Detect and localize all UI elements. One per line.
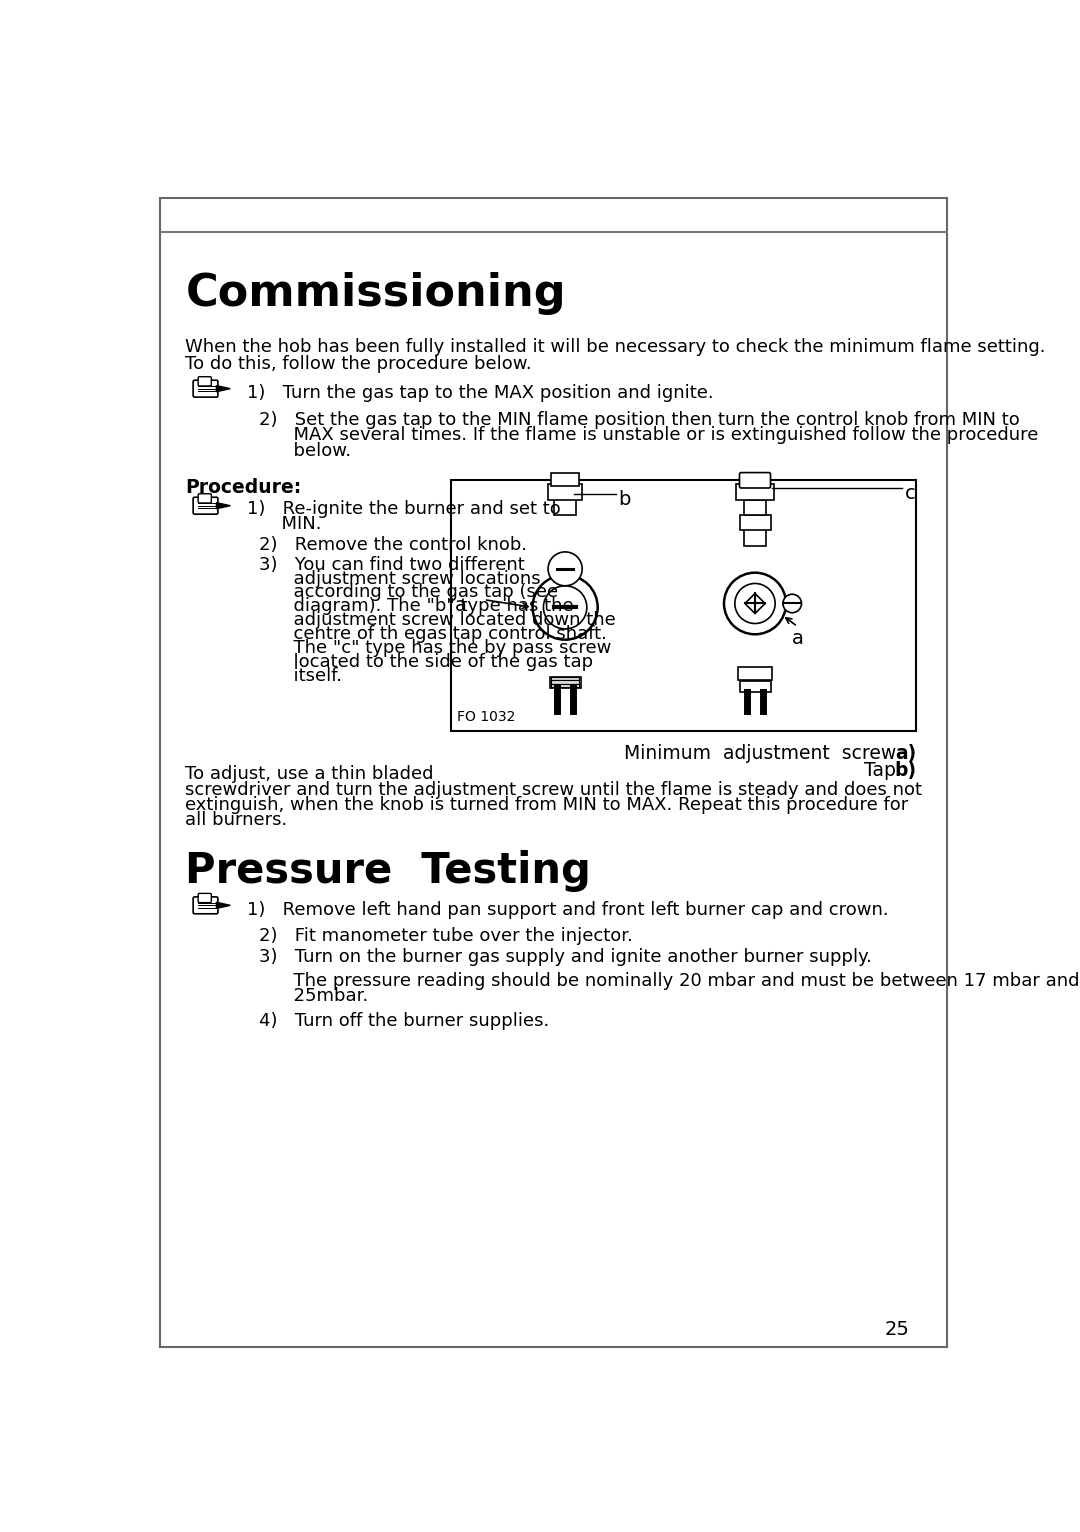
FancyBboxPatch shape bbox=[193, 498, 218, 515]
Text: 1)   Re-ignite the burner and set to: 1) Re-ignite the burner and set to bbox=[247, 501, 562, 518]
Text: adjustment screw located down the: adjustment screw located down the bbox=[259, 611, 616, 630]
Circle shape bbox=[734, 584, 775, 624]
FancyBboxPatch shape bbox=[198, 493, 212, 502]
Text: screwdriver and turn the adjustment screw until the flame is steady and does not: screwdriver and turn the adjustment scre… bbox=[186, 781, 922, 798]
FancyBboxPatch shape bbox=[744, 596, 766, 631]
Text: 2)   Set the gas tap to the MIN flame position then turn the control knob from M: 2) Set the gas tap to the MIN flame posi… bbox=[259, 411, 1020, 429]
FancyBboxPatch shape bbox=[740, 472, 770, 489]
Text: 1)   Turn the gas tap to the MAX position and ignite.: 1) Turn the gas tap to the MAX position … bbox=[247, 385, 714, 401]
Text: To adjust, use a thin bladed: To adjust, use a thin bladed bbox=[186, 764, 434, 783]
Text: FO 1032: FO 1032 bbox=[458, 711, 516, 725]
Text: 1)   Remove left hand pan support and front left burner cap and crown.: 1) Remove left hand pan support and fron… bbox=[247, 901, 889, 919]
Text: The pressure reading should be nominally 20 mbar and must be between 17 mbar and: The pressure reading should be nominally… bbox=[259, 971, 1080, 990]
Text: Commissioning: Commissioning bbox=[186, 273, 566, 316]
FancyBboxPatch shape bbox=[193, 380, 218, 397]
FancyBboxPatch shape bbox=[554, 591, 576, 631]
Text: 25mbar.: 25mbar. bbox=[259, 987, 368, 1005]
Text: a: a bbox=[455, 596, 467, 614]
FancyBboxPatch shape bbox=[198, 377, 212, 386]
FancyBboxPatch shape bbox=[550, 677, 581, 688]
FancyBboxPatch shape bbox=[548, 484, 582, 499]
Text: extinguish, when the knob is turned from MIN to MAX. Repeat this procedure for: extinguish, when the knob is turned from… bbox=[186, 797, 908, 813]
Text: diagram). The "b" type has the: diagram). The "b" type has the bbox=[259, 597, 573, 616]
Polygon shape bbox=[216, 386, 230, 392]
Text: b): b) bbox=[894, 761, 916, 780]
Text: b: b bbox=[618, 490, 631, 509]
Text: MIN.: MIN. bbox=[247, 515, 322, 533]
FancyBboxPatch shape bbox=[554, 476, 576, 515]
FancyBboxPatch shape bbox=[451, 481, 916, 731]
Text: centre of th egas tap control shaft.: centre of th egas tap control shaft. bbox=[259, 625, 607, 643]
Polygon shape bbox=[216, 902, 230, 908]
Text: itself.: itself. bbox=[259, 666, 342, 685]
Text: To do this, follow the procedure below.: To do this, follow the procedure below. bbox=[186, 355, 532, 372]
FancyBboxPatch shape bbox=[551, 685, 579, 688]
FancyBboxPatch shape bbox=[160, 198, 947, 1347]
FancyBboxPatch shape bbox=[198, 893, 212, 902]
Text: 4)   Turn off the burner supplies.: 4) Turn off the burner supplies. bbox=[259, 1011, 550, 1030]
Text: below.: below. bbox=[259, 441, 351, 460]
FancyBboxPatch shape bbox=[738, 666, 772, 680]
Circle shape bbox=[724, 573, 786, 634]
Circle shape bbox=[548, 552, 582, 585]
Text: adjustment screw locations: adjustment screw locations bbox=[259, 570, 541, 588]
FancyBboxPatch shape bbox=[193, 896, 218, 913]
Text: 3)   Turn on the burner gas supply and ignite another burner supply.: 3) Turn on the burner gas supply and ign… bbox=[259, 948, 872, 967]
FancyBboxPatch shape bbox=[740, 515, 770, 530]
Text: Tap: Tap bbox=[852, 761, 896, 780]
FancyBboxPatch shape bbox=[551, 472, 579, 487]
Text: Pressure  Testing: Pressure Testing bbox=[186, 850, 591, 892]
FancyBboxPatch shape bbox=[740, 682, 770, 692]
Text: The "c" type has the by pass screw: The "c" type has the by pass screw bbox=[259, 639, 611, 657]
Circle shape bbox=[783, 594, 801, 613]
FancyBboxPatch shape bbox=[744, 499, 766, 515]
FancyBboxPatch shape bbox=[551, 677, 579, 680]
Text: c: c bbox=[905, 484, 916, 502]
FancyBboxPatch shape bbox=[551, 680, 579, 683]
Text: all burners.: all burners. bbox=[186, 812, 287, 829]
Text: Minimum  adjustment  screw: Minimum adjustment screw bbox=[611, 745, 896, 763]
Text: Procedure:: Procedure: bbox=[186, 478, 301, 496]
FancyBboxPatch shape bbox=[737, 484, 773, 499]
Circle shape bbox=[532, 574, 597, 640]
Polygon shape bbox=[216, 502, 230, 509]
Text: 3)   You can find two different: 3) You can find two different bbox=[259, 556, 525, 574]
Text: MAX several times. If the flame is unstable or is extinguished follow the proced: MAX several times. If the flame is unsta… bbox=[259, 426, 1038, 444]
Text: When the hob has been fully installed it will be necessary to check the minimum : When the hob has been fully installed it… bbox=[186, 339, 1045, 355]
Text: a: a bbox=[793, 630, 805, 648]
Text: 2)   Fit manometer tube over the injector.: 2) Fit manometer tube over the injector. bbox=[259, 927, 633, 945]
Text: a): a) bbox=[895, 745, 916, 763]
FancyBboxPatch shape bbox=[744, 519, 766, 545]
Text: 2)   Remove the control knob.: 2) Remove the control knob. bbox=[259, 536, 527, 555]
Text: located to the side of the gas tap: located to the side of the gas tap bbox=[259, 653, 593, 671]
Circle shape bbox=[543, 585, 586, 630]
Text: according to the gas tap (see: according to the gas tap (see bbox=[259, 584, 558, 602]
Text: 25: 25 bbox=[886, 1321, 910, 1339]
